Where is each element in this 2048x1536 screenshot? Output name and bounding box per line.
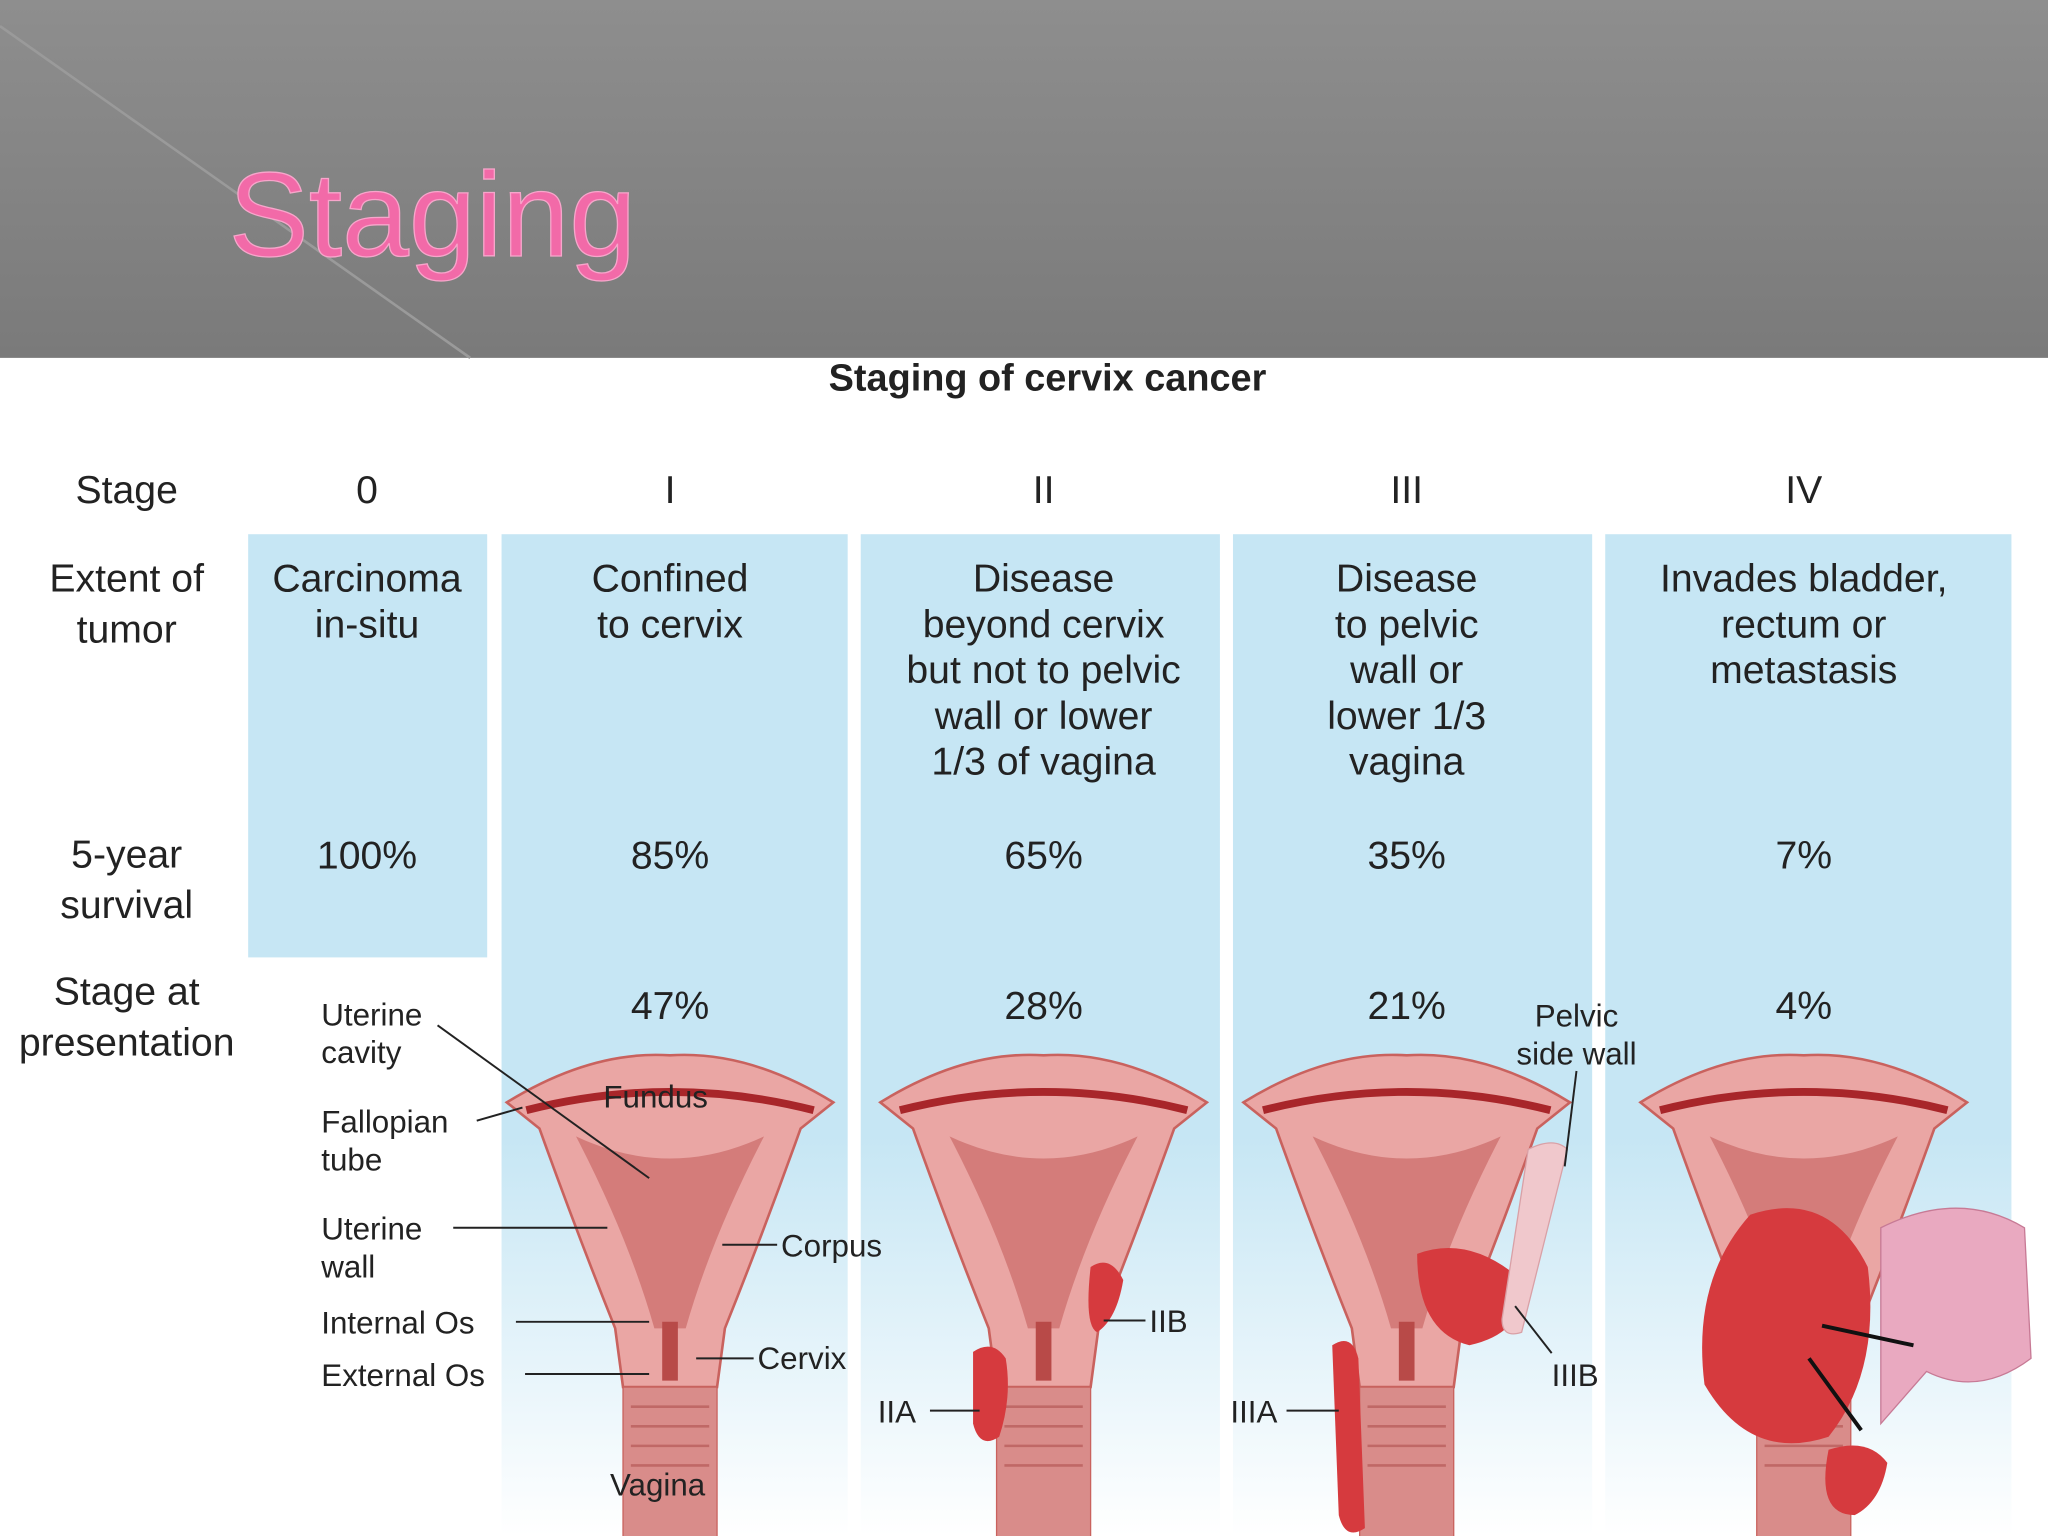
anatomy-label: Fundus [603, 1080, 708, 1115]
leader-line [1563, 1070, 1578, 1167]
row-label: Stage at [54, 970, 200, 1013]
stage-label: III [1390, 469, 1423, 512]
anatomy-label: Cervix [758, 1341, 847, 1376]
presentation-value: 47% [631, 985, 709, 1028]
row-label: survival [60, 884, 193, 927]
anatomy-label: Uterine [321, 1212, 422, 1247]
leader-line [436, 1024, 650, 1179]
extent-text: wall or lower [934, 695, 1153, 738]
survival-value: 100% [317, 835, 417, 878]
survival-value: 65% [1004, 835, 1082, 878]
anatomy-label: IIA [878, 1394, 916, 1429]
stage-label: 0 [356, 469, 378, 512]
leader-line [1514, 1305, 1553, 1354]
stage-label: IV [1785, 469, 1822, 512]
anatomy-label: Uterine [321, 997, 422, 1032]
extent-text: but not to pelvic [906, 649, 1180, 692]
row-label: tumor [77, 609, 177, 652]
row-label: Stage [76, 469, 178, 512]
anatomy-label: Fallopian [321, 1104, 448, 1139]
anatomy-label: cavity [321, 1035, 401, 1070]
extent-text: Disease [973, 558, 1115, 601]
header-decoration [0, 25, 471, 359]
extent-text: Disease [1336, 558, 1478, 601]
stage-label: II [1033, 469, 1055, 512]
presentation-value: 28% [1004, 985, 1082, 1028]
extent-text: metastasis [1710, 649, 1897, 692]
extent-text: to pelvic [1335, 603, 1479, 646]
extent-text: beyond cervix [923, 603, 1165, 646]
anatomy-label: External Os [321, 1358, 485, 1393]
pelvic-wall-illustration [1501, 1142, 1569, 1335]
extent-text: to cervix [597, 603, 743, 646]
anatomy-label: Vagina [610, 1468, 706, 1503]
arrow [1807, 1323, 1914, 1432]
presentation-value: 21% [1367, 985, 1445, 1028]
extent-text: lower 1/3 [1327, 695, 1486, 738]
figure-title: Staging of cervix cancer [829, 358, 1267, 400]
extent-text: 1/3 of vagina [931, 741, 1156, 784]
extent-text: vagina [1349, 741, 1465, 784]
row-label: Extent of [49, 558, 204, 601]
anatomy-label: IIIB [1552, 1358, 1599, 1393]
anatomy-label: IIB [1149, 1304, 1187, 1339]
stage-column [248, 534, 488, 958]
row-label: 5-year [71, 833, 182, 876]
extent-text: wall or [1349, 649, 1463, 692]
extent-text: Invades bladder, [1660, 558, 1947, 601]
survival-value: 85% [631, 835, 709, 878]
leader-line [476, 1106, 523, 1122]
stage-label: I [665, 469, 676, 512]
extent-text: in-situ [315, 603, 420, 646]
anatomy-label: Pelvic [1535, 999, 1619, 1034]
anatomy-label: Internal Os [321, 1306, 474, 1341]
presentation-value: 4% [1775, 985, 1832, 1028]
header-bar [0, 0, 2048, 358]
anatomy-label: tube [321, 1142, 382, 1177]
slide-title: Staging [229, 148, 637, 282]
row-label: presentation [19, 1021, 235, 1064]
extent-text: rectum or [1721, 603, 1886, 646]
anatomy-label: IIIA [1230, 1394, 1277, 1429]
anatomy-label: side wall [1516, 1036, 1636, 1071]
survival-value: 35% [1367, 835, 1445, 878]
extent-text: Confined [592, 558, 749, 601]
survival-value: 7% [1775, 835, 1832, 878]
anatomy-label: Corpus [781, 1228, 882, 1263]
extent-text: Carcinoma [272, 558, 462, 601]
colon-illustration [1880, 1207, 2032, 1426]
anatomy-label: wall [320, 1249, 375, 1284]
